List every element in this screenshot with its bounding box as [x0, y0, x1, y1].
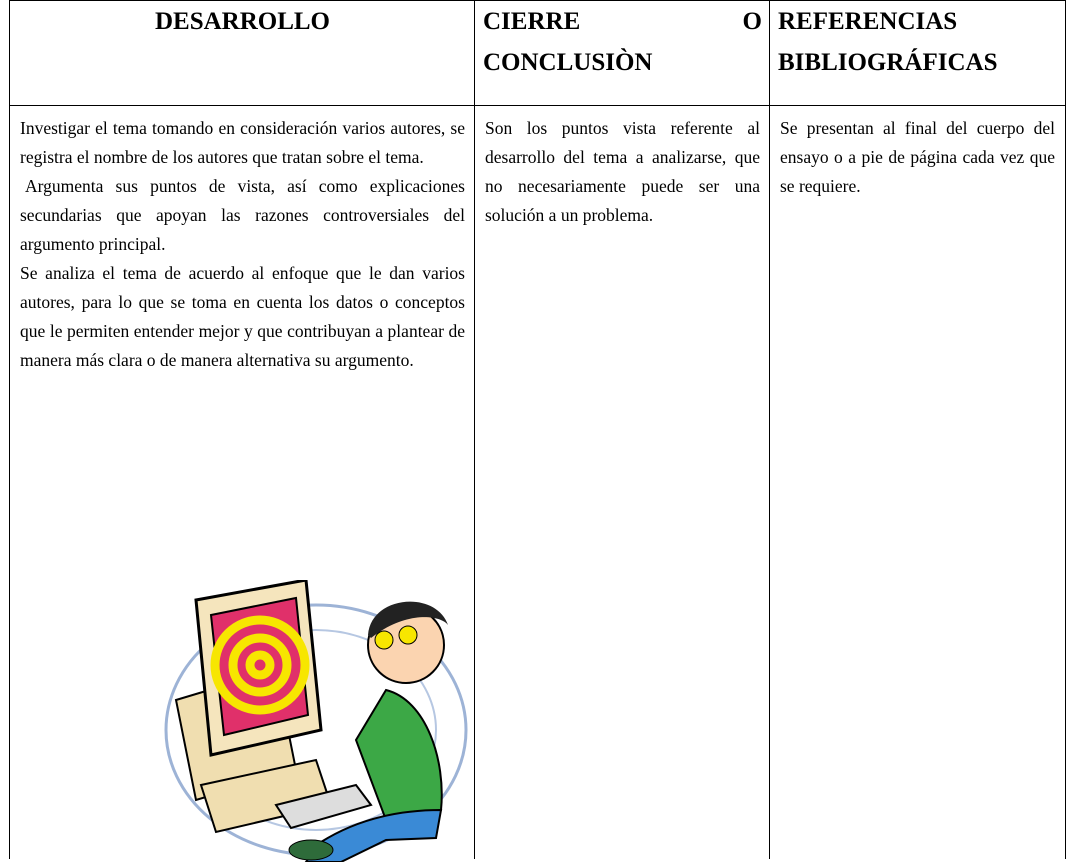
header-text: REFERENCIAS BIBLIOGRÁFICAS [778, 8, 998, 76]
header-cell: REFERENCIAS BIBLIOGRÁFICAS [769, 0, 1066, 106]
body-cell: Son los puntos vista referente al desarr… [474, 106, 770, 859]
paragraph: Se analiza el tema de acuerdo al enfoque… [20, 263, 465, 370]
paragraph: Argumenta sus puntos de vista, así como … [20, 176, 465, 254]
paragraph: Investigar el tema tomando en considerac… [20, 118, 465, 167]
clipart-illustration [164, 580, 468, 862]
header-cell: CIERRE O CONCLUSIÒN [474, 0, 770, 106]
paragraph: Son los puntos vista referente al desarr… [485, 118, 760, 225]
body-cell: Se presentan al final del cuerpo del ens… [769, 106, 1066, 859]
paragraph: Se presentan al final del cuerpo del ens… [780, 118, 1055, 196]
header-cell: DESARROLLO [9, 0, 475, 106]
header-text: DESARROLLO [154, 8, 331, 35]
body-cell: Investigar el tema tomando en considerac… [9, 106, 475, 862]
header-text: CIERRE O CONCLUSIÒN [483, 8, 762, 76]
